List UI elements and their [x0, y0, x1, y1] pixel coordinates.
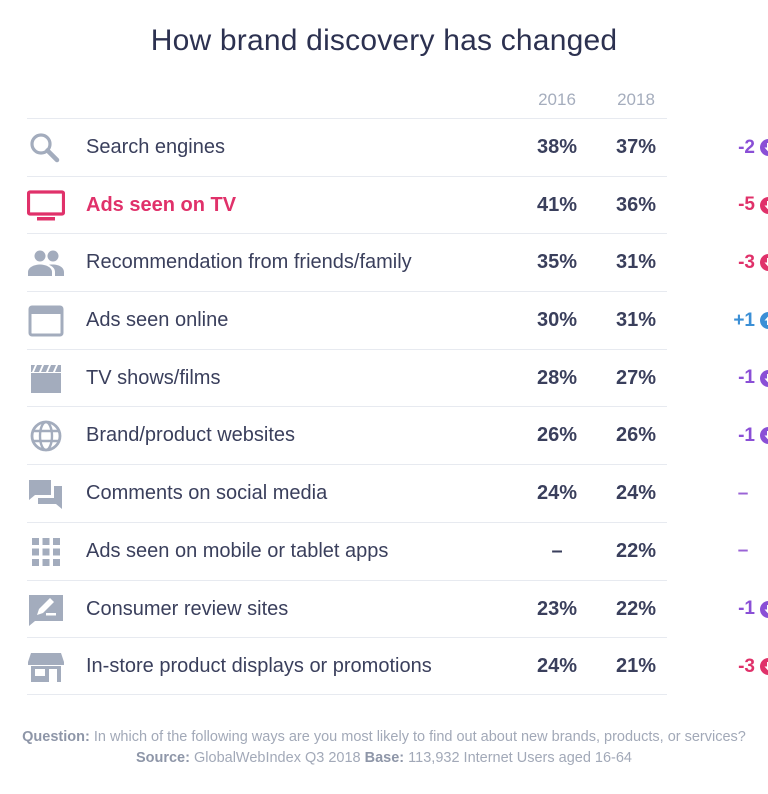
chart-title: How brand discovery has changed	[150, 24, 618, 57]
globe-icon	[27, 420, 65, 452]
value-2018: 22%	[615, 597, 657, 620]
arrow-down-icon	[760, 196, 768, 214]
change-indicator: –	[687, 465, 768, 522]
value-2016: 30%	[536, 309, 578, 332]
chat-bubbles-icon	[27, 478, 65, 510]
row-label: Search engines	[86, 136, 225, 158]
column-header-2018: 2018	[617, 90, 655, 109]
people-icon	[27, 247, 65, 279]
value-2018: 27%	[615, 366, 657, 389]
arrow-up-icon	[760, 312, 768, 330]
arrow-down-icon	[760, 369, 768, 387]
change-value: -2	[738, 136, 755, 158]
source-text: GlobalWebIndex Q3 2018	[194, 750, 361, 766]
row-label: Consumer review sites	[86, 597, 289, 620]
row-label: Ads seen on mobile or tablet apps	[86, 539, 389, 562]
row-label: Comments on social media	[86, 482, 328, 505]
arrow-down-icon	[760, 427, 768, 445]
arrow-down-icon	[760, 139, 768, 156]
table-row: Consumer review sites 23% 22% -1	[27, 579, 768, 638]
change-value: -1	[738, 598, 755, 619]
change-value: –	[737, 540, 749, 562]
change-value: -1	[738, 424, 755, 446]
row-label: In-store product displays or promotions	[86, 655, 432, 678]
review-icon	[27, 594, 65, 626]
table-row: TV shows/films 28% 27% -1	[27, 348, 768, 407]
base-text: 113,932 Internet Users aged 16-64	[408, 750, 633, 766]
change-value: -1	[738, 367, 755, 389]
change-value: -3	[738, 251, 755, 273]
app-grid-icon	[27, 536, 65, 568]
value-2016: –	[551, 539, 563, 562]
value-2018: 26%	[615, 424, 657, 447]
column-header-2016: 2016	[538, 90, 576, 109]
change-value: -3	[738, 655, 755, 677]
change-indicator: -1	[687, 350, 768, 407]
value-2018: 22%	[615, 539, 657, 562]
store-icon	[27, 651, 65, 683]
table-row: Ads seen online 30% 31% +1	[27, 291, 768, 349]
question-text: In which of the following ways are you m…	[93, 729, 746, 745]
row-label: Recommendation from friends/family	[86, 251, 412, 274]
change-indicator: -1	[687, 581, 768, 638]
change-value: +1	[733, 309, 755, 331]
browser-window-icon	[27, 305, 65, 337]
value-2018: 21%	[615, 655, 657, 678]
row-label: Ads seen on TV	[86, 193, 237, 216]
table-row: Comments on social media 24% 24% –	[27, 464, 748, 522]
change-indicator: -3	[687, 638, 768, 695]
row-label: Brand/product websites	[86, 424, 296, 447]
change-indicator: -5	[687, 177, 768, 234]
change-value: -5	[738, 194, 755, 216]
value-2016: 41%	[536, 193, 578, 216]
base-label: Base:	[364, 750, 405, 766]
value-2018: 31%	[615, 251, 657, 274]
value-2016: 26%	[536, 424, 578, 447]
arrow-down-icon	[760, 254, 768, 272]
table-row: Ads seen on mobile or tablet apps – 22% –	[27, 521, 748, 580]
change-indicator: -2	[687, 119, 768, 176]
tv-icon	[27, 190, 65, 222]
brand-discovery-table: Search engines 38% 37% -2 Ads seen on TV 41% 3…	[27, 118, 768, 695]
change-indicator: –	[687, 523, 768, 580]
question-label: Question:	[22, 729, 90, 745]
arrow-down-icon	[760, 658, 768, 676]
value-2018: 24%	[615, 482, 657, 505]
value-2018: 37%	[615, 136, 657, 158]
table-row: In-store product displays or promotions 2…	[27, 637, 768, 695]
value-2016: 24%	[536, 482, 578, 505]
change-indicator: -1	[687, 407, 768, 464]
change-indicator: -3	[687, 234, 768, 291]
table-row: Search engines 38% 37% -2	[27, 118, 768, 176]
table-row: Brand/product websites 26% 26% -1	[27, 406, 768, 464]
table-row: Ads seen on TV 41% 36% -5	[27, 175, 768, 234]
clapperboard-icon	[27, 363, 65, 395]
search-icon	[27, 132, 65, 164]
arrow-down-icon	[760, 600, 768, 618]
value-2016: 23%	[536, 597, 578, 620]
change-indicator: +1	[687, 292, 768, 349]
value-2018: 31%	[615, 309, 657, 332]
row-label: Ads seen online	[86, 309, 229, 332]
value-2016: 35%	[536, 251, 578, 274]
value-2016: 28%	[536, 366, 578, 389]
value-2016: 24%	[536, 655, 578, 678]
value-2018: 36%	[615, 193, 657, 216]
source-label: Source:	[135, 750, 190, 766]
value-2016: 38%	[536, 136, 578, 158]
change-value: –	[737, 482, 749, 504]
row-label: TV shows/films	[86, 366, 221, 389]
table-row: Recommendation from friends/family 35% 31%…	[27, 233, 768, 291]
footnote: Question: In which of the following ways…	[20, 727, 748, 769]
